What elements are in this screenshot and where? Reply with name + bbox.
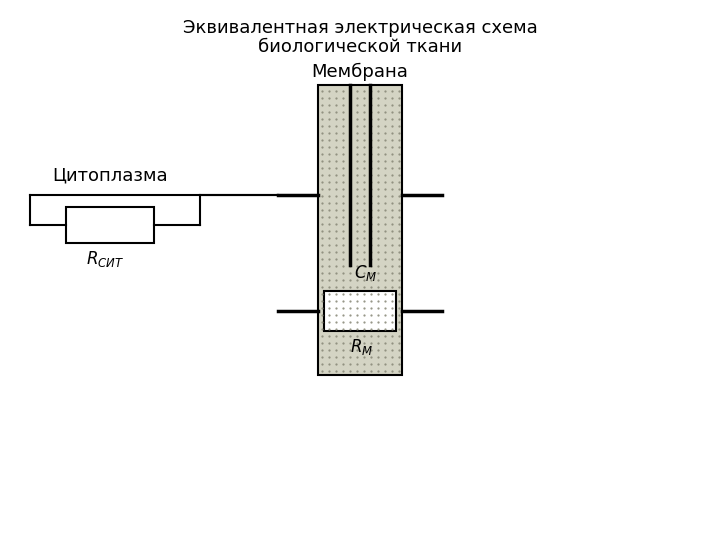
Text: $C_M$: $C_M$ <box>354 263 378 283</box>
Text: Цитоплазма: Цитоплазма <box>52 166 168 184</box>
Text: Мембрана: Мембрана <box>312 63 408 81</box>
Bar <box>66 207 154 243</box>
Text: $R_{СИТ}$: $R_{СИТ}$ <box>86 249 124 269</box>
Bar <box>318 85 402 375</box>
Text: $R_M$: $R_M$ <box>351 337 374 357</box>
Bar <box>324 291 396 331</box>
Text: биологической ткани: биологической ткани <box>258 38 462 56</box>
Text: Эквивалентная электрическая схема: Эквивалентная электрическая схема <box>183 19 537 37</box>
